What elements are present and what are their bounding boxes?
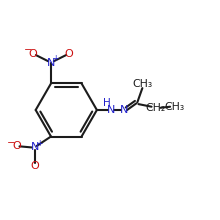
Text: CH₃: CH₃	[164, 102, 185, 112]
Text: H: H	[103, 98, 111, 108]
Text: O: O	[12, 141, 21, 151]
Text: N: N	[47, 58, 55, 68]
Text: O: O	[64, 49, 73, 59]
Text: −: −	[7, 138, 16, 148]
Text: N: N	[107, 105, 115, 115]
Text: O: O	[30, 161, 39, 171]
Text: +: +	[36, 139, 42, 148]
Text: CH₂: CH₂	[146, 103, 166, 113]
Text: N: N	[30, 142, 39, 152]
Text: O: O	[29, 49, 37, 59]
Text: +: +	[52, 54, 59, 63]
Text: −: −	[24, 46, 33, 55]
Text: CH₃: CH₃	[133, 79, 153, 89]
Text: N: N	[120, 105, 128, 115]
